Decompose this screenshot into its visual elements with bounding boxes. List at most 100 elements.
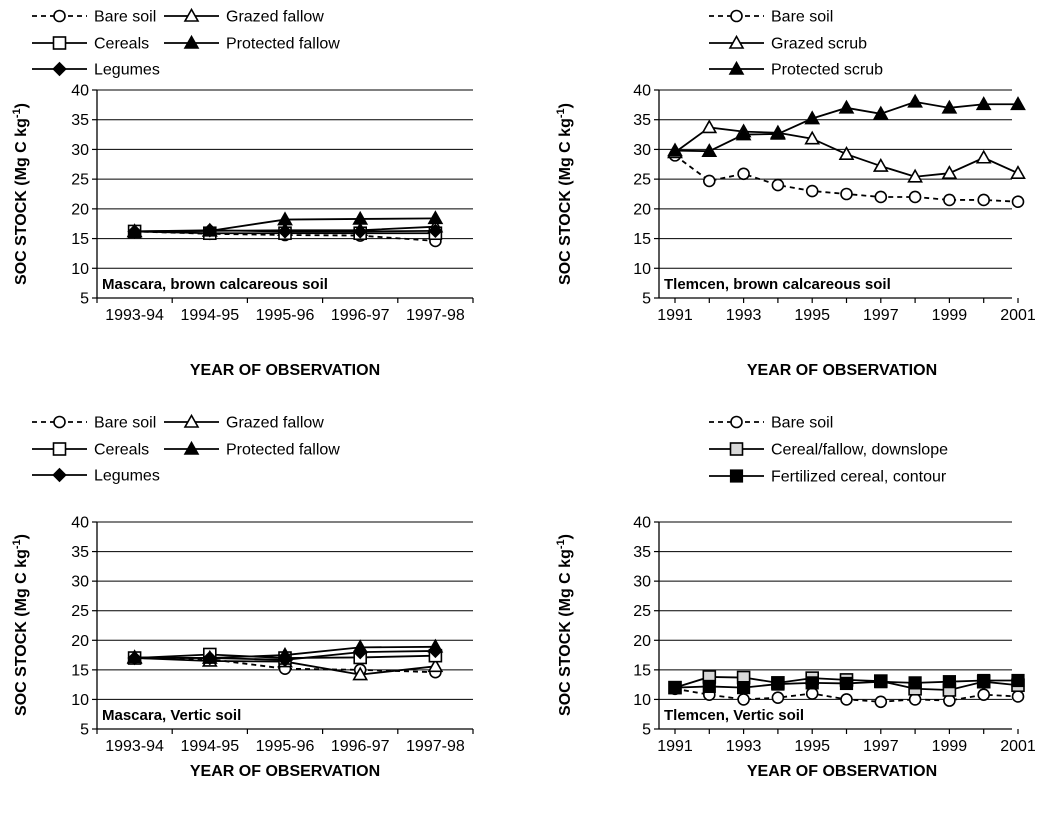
data-point — [942, 675, 956, 689]
legend-marker — [183, 440, 200, 455]
y-tick-label: 20 — [633, 201, 651, 218]
data-point — [1011, 690, 1025, 703]
legend-item-3: Fertilized cereal, contour — [709, 469, 947, 486]
legend-item-3: Protected scrub — [709, 60, 883, 79]
chart-annotation: Mascara, Vertic soil — [102, 707, 241, 724]
y-tick-label: 5 — [642, 291, 651, 308]
legend-marker — [729, 442, 744, 456]
data-point — [804, 110, 821, 125]
y-tick-label: 5 — [642, 722, 651, 739]
x-axis-title: YEAR OF OBSERVATION — [747, 362, 937, 379]
legend-item-2: Grazed fallow — [164, 7, 324, 26]
legend-label: Grazed fallow — [226, 415, 324, 432]
legend-label: Cereal/fallow, downslope — [771, 442, 948, 459]
y-axis-title: SOC STOCK (Mg C kg-1) — [11, 534, 30, 716]
data-point — [703, 174, 716, 188]
x-tick-label: 2001 — [1000, 738, 1036, 755]
y-tick-label: 20 — [71, 201, 89, 218]
x-tick-label: 1993 — [726, 307, 762, 324]
chart-annotation: Tlemcen, Vertic soil — [664, 707, 804, 724]
x-tick-label: 1995-96 — [256, 307, 315, 324]
data-point — [1011, 195, 1025, 209]
y-tick-label: 20 — [633, 633, 651, 650]
data-point — [702, 679, 716, 694]
data-point — [1011, 673, 1025, 688]
data-point — [805, 687, 819, 700]
data-point — [202, 223, 218, 238]
legend-marker — [183, 7, 200, 22]
chart-annotation: Tlemcen, brown calcareous soil — [664, 276, 891, 293]
data-point — [770, 125, 786, 140]
x-tick-label: 1996-97 — [331, 738, 390, 755]
y-tick-label: 20 — [71, 633, 89, 650]
y-tick-label: 5 — [80, 291, 89, 308]
series-grazed-scrub — [667, 119, 1026, 183]
y-tick-label: 15 — [633, 662, 651, 679]
data-point — [805, 184, 819, 198]
legend-label: Bare soil — [771, 415, 833, 432]
x-axis-title: YEAR OF OBSERVATION — [190, 362, 380, 379]
y-tick-label: 25 — [633, 603, 651, 620]
legend-item-3: Cereals — [32, 442, 149, 459]
legend-item-4: Protected fallow — [164, 34, 340, 53]
legend-item-1: Bare soil — [32, 9, 156, 26]
y-tick-label: 10 — [71, 261, 89, 278]
legend-marker — [52, 467, 67, 483]
data-point — [352, 644, 368, 660]
data-point — [202, 650, 218, 666]
y-tick-label: 25 — [71, 603, 89, 620]
data-point — [840, 187, 853, 201]
y-axis-title-close: ) — [13, 103, 30, 108]
chart-svg-2: 5 10 15 20 25 30 35 40 1991 1993 1995 1997 1999 2001 T… — [555, 9, 1036, 380]
series-legumes — [127, 223, 443, 239]
data-point — [737, 681, 751, 695]
chart-svg-4: 5 10 15 20 25 30 35 40 1991 1993 1995 1997 1999 2001 T… — [555, 415, 1036, 781]
data-point — [352, 210, 369, 225]
y-axis-title: SOC STOCK (Mg C kg-1) — [555, 103, 574, 285]
data-point — [975, 149, 992, 164]
y-tick-label: 30 — [633, 574, 651, 591]
data-point — [737, 167, 750, 181]
y-tick-label: 30 — [71, 574, 89, 591]
y-axis-title-exponent: -1 — [555, 539, 567, 549]
y-tick-label: 15 — [71, 662, 89, 679]
data-point — [735, 126, 752, 141]
y-tick-label: 10 — [633, 692, 651, 709]
y-tick-label: 5 — [80, 722, 89, 739]
legend-label: Bare soil — [771, 9, 833, 26]
legend-label: Bare soil — [94, 415, 156, 432]
legend-item-5: Legumes — [32, 62, 160, 79]
data-point — [874, 675, 888, 689]
legend-marker — [183, 413, 200, 428]
y-axis-title: SOC STOCK (Mg C kg-1) — [11, 103, 30, 285]
series-fertilized-cereal-contour — [668, 673, 1025, 695]
legend-marker — [728, 60, 745, 75]
x-tick-label: 1991 — [657, 307, 693, 324]
x-axis-title: YEAR OF OBSERVATION — [747, 763, 937, 780]
data-point — [977, 193, 991, 207]
data-point — [907, 168, 923, 183]
chart-panel-1: 5 10 15 20 25 30 35 40 1993-94 1994-95 1995-96 1996… — [0, 0, 522, 406]
data-point — [701, 143, 718, 158]
data-point — [701, 119, 718, 134]
series-legumes — [127, 643, 443, 668]
x-tick-label: 1993-94 — [105, 307, 164, 324]
x-tick-label: 1997 — [863, 738, 899, 755]
legend-marker — [728, 34, 745, 49]
data-point — [908, 190, 922, 204]
y-tick-label: 40 — [71, 83, 89, 100]
legend-marker — [53, 9, 66, 23]
legend-marker — [52, 442, 67, 456]
series-protected-scrub — [667, 93, 1026, 158]
data-point — [667, 142, 683, 157]
legend-item-2: Grazed fallow — [164, 413, 324, 432]
y-axis-title-exponent: -1 — [555, 108, 567, 118]
legend-marker — [729, 469, 744, 483]
x-tick-label: 1994-95 — [180, 738, 239, 755]
legend-label: Bare soil — [94, 9, 156, 26]
x-tick-label: 1994-95 — [180, 307, 239, 324]
data-point — [277, 224, 293, 239]
data-point — [1010, 96, 1026, 111]
legend-marker — [730, 9, 743, 23]
y-tick-label: 40 — [71, 515, 89, 532]
